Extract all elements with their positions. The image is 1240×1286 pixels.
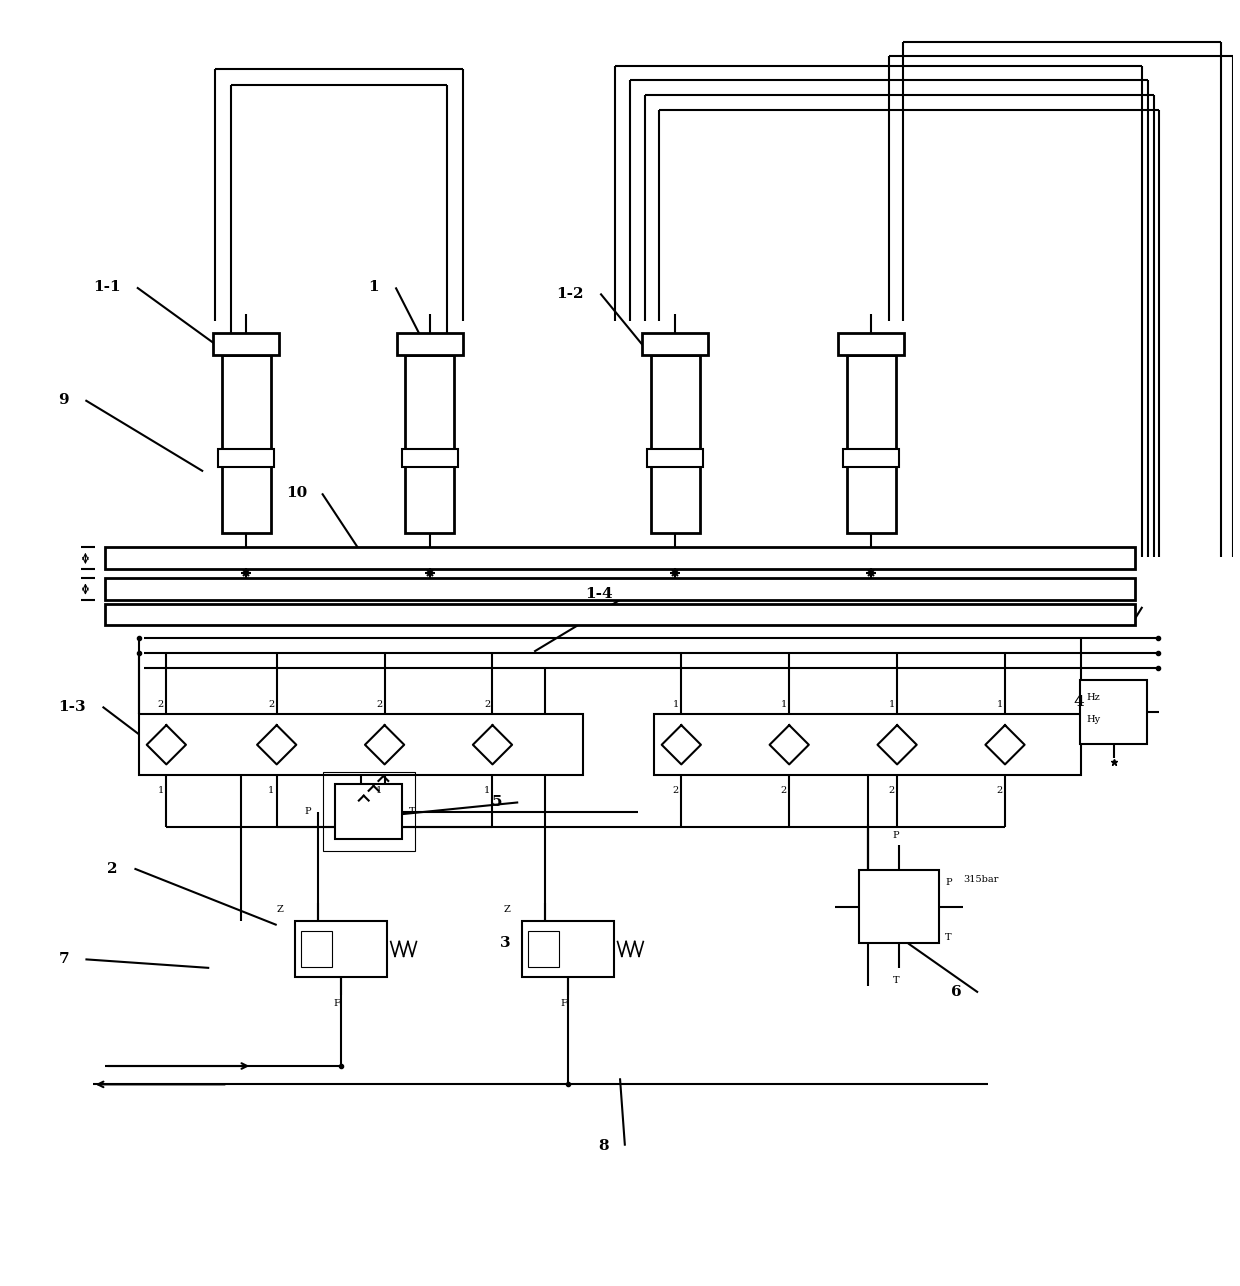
Text: 1: 1: [997, 700, 1003, 709]
Text: 1: 1: [368, 280, 379, 294]
Text: 2: 2: [268, 700, 274, 709]
Text: T: T: [893, 976, 899, 985]
Text: Z: Z: [503, 904, 511, 913]
Bar: [522, 921, 614, 976]
Bar: [222, 355, 270, 532]
Bar: [402, 449, 458, 467]
Bar: [105, 577, 1135, 601]
Bar: [405, 355, 455, 532]
Bar: [322, 772, 414, 851]
Text: 6: 6: [951, 985, 962, 999]
Text: P: P: [945, 877, 951, 886]
Text: 2: 2: [157, 700, 164, 709]
Bar: [218, 449, 274, 467]
Bar: [859, 869, 939, 944]
Bar: [847, 355, 895, 532]
Text: F: F: [334, 999, 341, 1008]
Text: P: P: [304, 808, 311, 817]
Text: 3: 3: [500, 936, 511, 950]
Bar: [397, 333, 463, 355]
Text: 1: 1: [781, 700, 787, 709]
Text: 8: 8: [598, 1138, 609, 1152]
Text: Z: Z: [277, 904, 284, 913]
Text: 1-1: 1-1: [93, 280, 120, 294]
Text: T: T: [408, 808, 415, 817]
Text: 2: 2: [781, 786, 787, 795]
Bar: [105, 603, 1135, 625]
Text: 1-3: 1-3: [58, 700, 86, 714]
Text: 2: 2: [673, 786, 680, 795]
Text: 2: 2: [108, 862, 118, 876]
Text: 2: 2: [376, 700, 382, 709]
Text: 2: 2: [997, 786, 1003, 795]
Bar: [647, 449, 703, 467]
Bar: [139, 714, 583, 775]
Text: F: F: [560, 999, 568, 1008]
Text: 1: 1: [268, 786, 274, 795]
Bar: [843, 449, 899, 467]
Bar: [335, 784, 402, 840]
Text: 2: 2: [889, 786, 895, 795]
Text: 1: 1: [157, 786, 164, 795]
Bar: [651, 355, 699, 532]
Text: T: T: [945, 932, 951, 941]
Bar: [1080, 680, 1147, 743]
Bar: [528, 931, 559, 967]
Text: 1: 1: [889, 700, 895, 709]
Text: 7: 7: [58, 953, 69, 966]
Bar: [295, 921, 387, 976]
Text: 1-4: 1-4: [585, 586, 614, 601]
Text: 1-2: 1-2: [557, 287, 584, 301]
Text: Hy: Hy: [1086, 715, 1100, 724]
Bar: [838, 333, 904, 355]
Text: 9: 9: [58, 394, 69, 408]
Bar: [213, 333, 279, 355]
Text: 1: 1: [376, 786, 382, 795]
Text: Hz: Hz: [1086, 693, 1100, 702]
Bar: [105, 548, 1135, 570]
Text: 10: 10: [286, 486, 308, 500]
Bar: [642, 333, 708, 355]
Text: 5: 5: [491, 796, 502, 809]
Text: P: P: [893, 831, 899, 840]
Text: 315bar: 315bar: [963, 876, 998, 885]
Text: 1: 1: [673, 700, 680, 709]
Text: 1: 1: [484, 786, 490, 795]
Text: 2: 2: [484, 700, 490, 709]
Text: 4: 4: [1074, 694, 1084, 709]
Bar: [655, 714, 1081, 775]
Bar: [301, 931, 332, 967]
